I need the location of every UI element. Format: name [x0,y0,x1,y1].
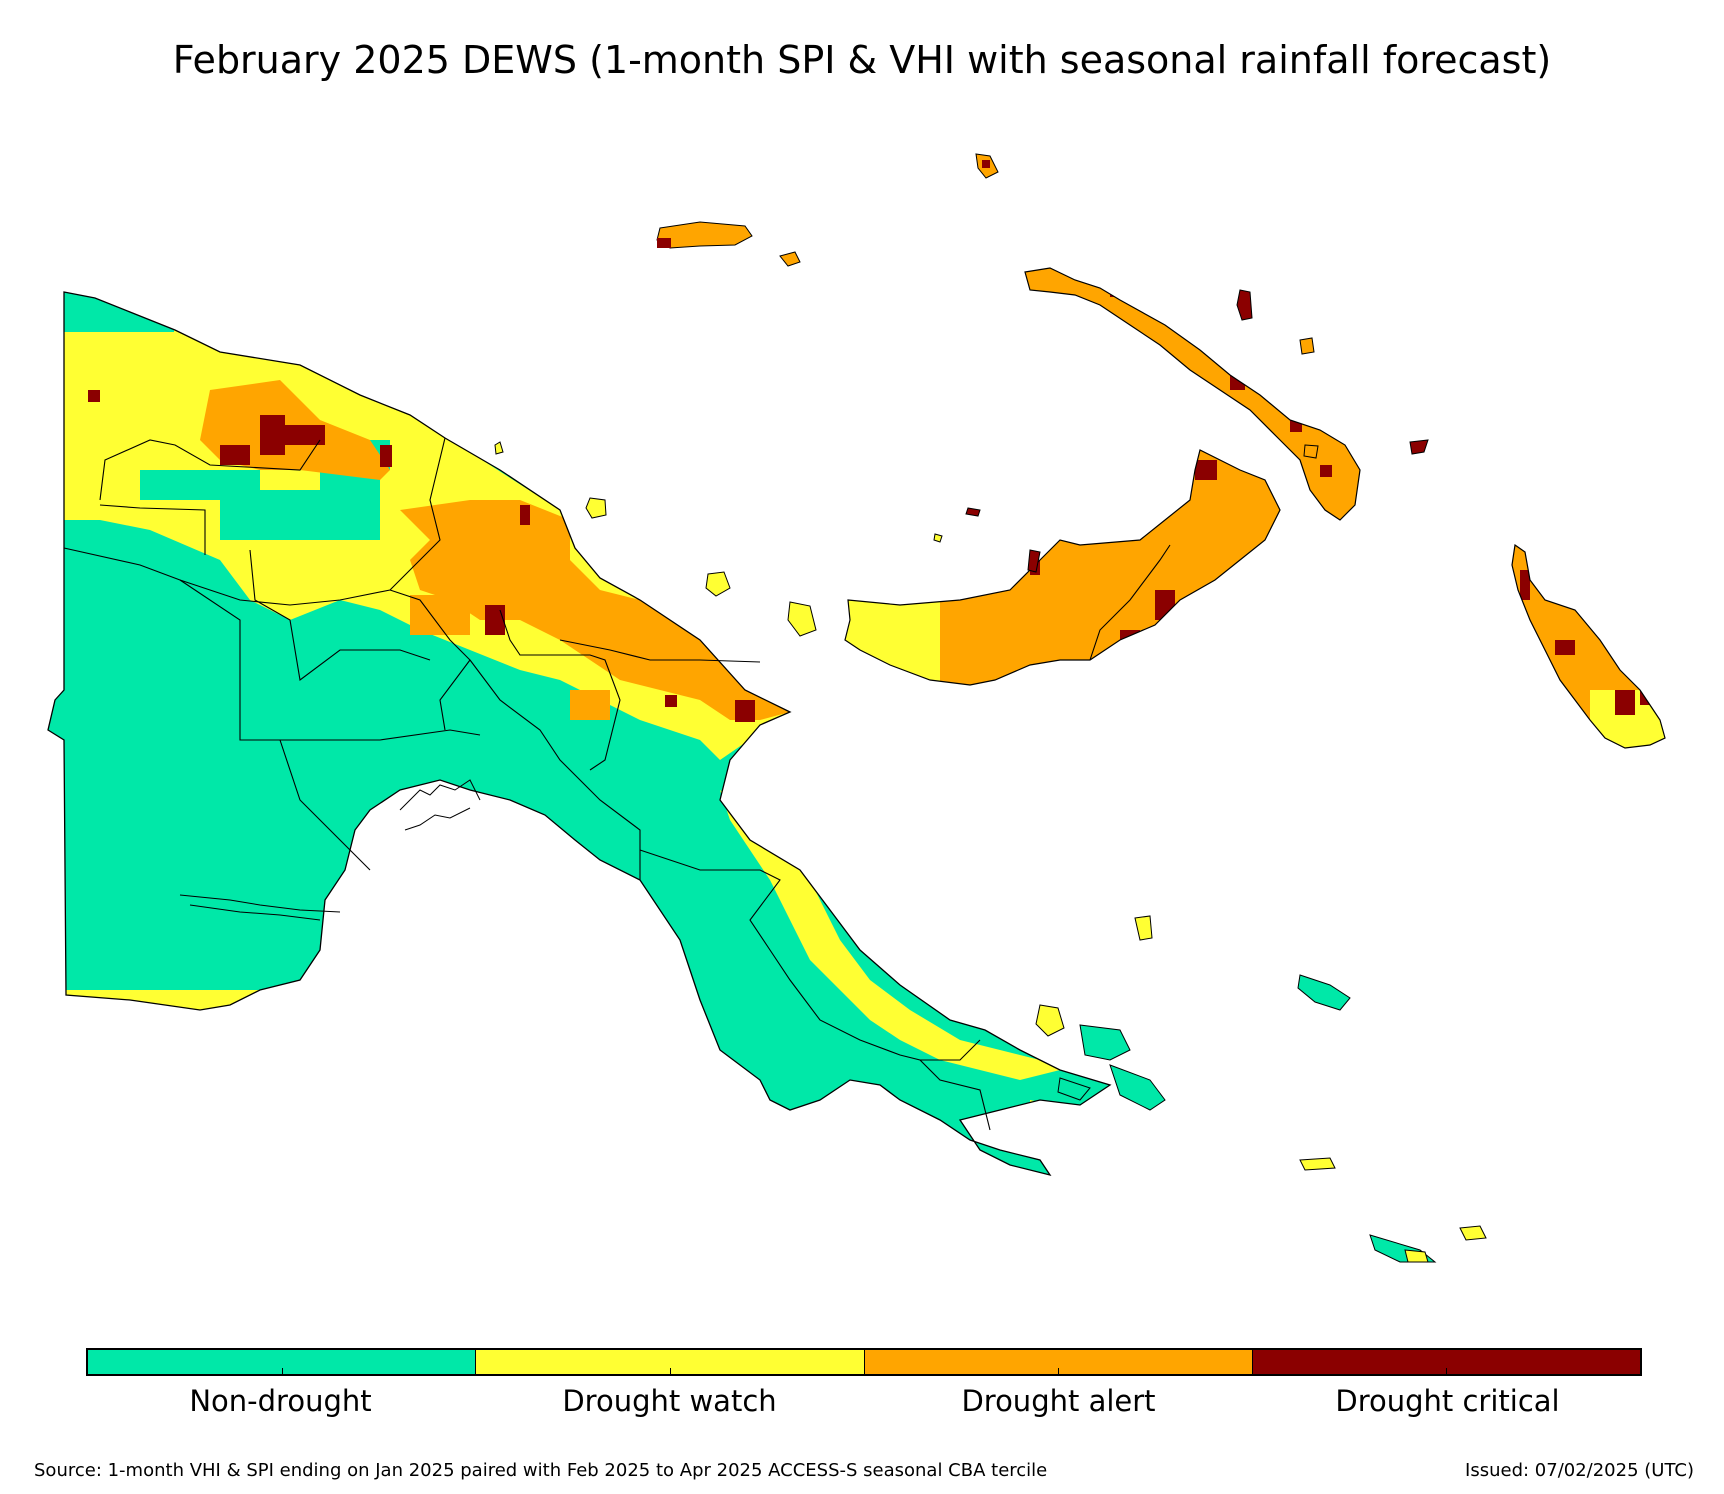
legend-label-non-drought: Non-drought [189,1384,372,1418]
bougainville-region [1512,545,1665,748]
legend-swatch-drought-alert [863,1350,1252,1374]
new-britain-region [845,450,1280,685]
legend-colorbar [86,1348,1642,1376]
issued-date: Issued: 07/02/2025 (UTC) [1465,1460,1694,1481]
mainland-coastline [47,291,1112,1177]
legend-swatch-drought-watch [475,1350,864,1374]
legend-swatch-non-drought [88,1350,476,1374]
new-ireland-coastline [1024,267,1361,521]
source-note: Source: 1-month VHI & SPI ending on Jan … [34,1460,1048,1481]
province-boundaries [63,437,991,1131]
legend-label-drought-alert: Drought alert [961,1384,1156,1418]
bougainville-coastline [1511,543,1666,749]
legend-labels: Non-drought Drought watch Drought alert … [86,1384,1642,1418]
map-title: February 2025 DEWS (1-month SPI & VHI wi… [172,38,1552,82]
small-islands [494,153,1487,1263]
legend-label-drought-critical: Drought critical [1335,1384,1560,1418]
river-delta [179,779,481,921]
new-britain-coastline [844,449,1281,686]
legend-swatch-drought-critical [1251,1350,1640,1374]
mainland-region [48,292,1110,1175]
legend-label-drought-watch: Drought watch [562,1384,777,1418]
